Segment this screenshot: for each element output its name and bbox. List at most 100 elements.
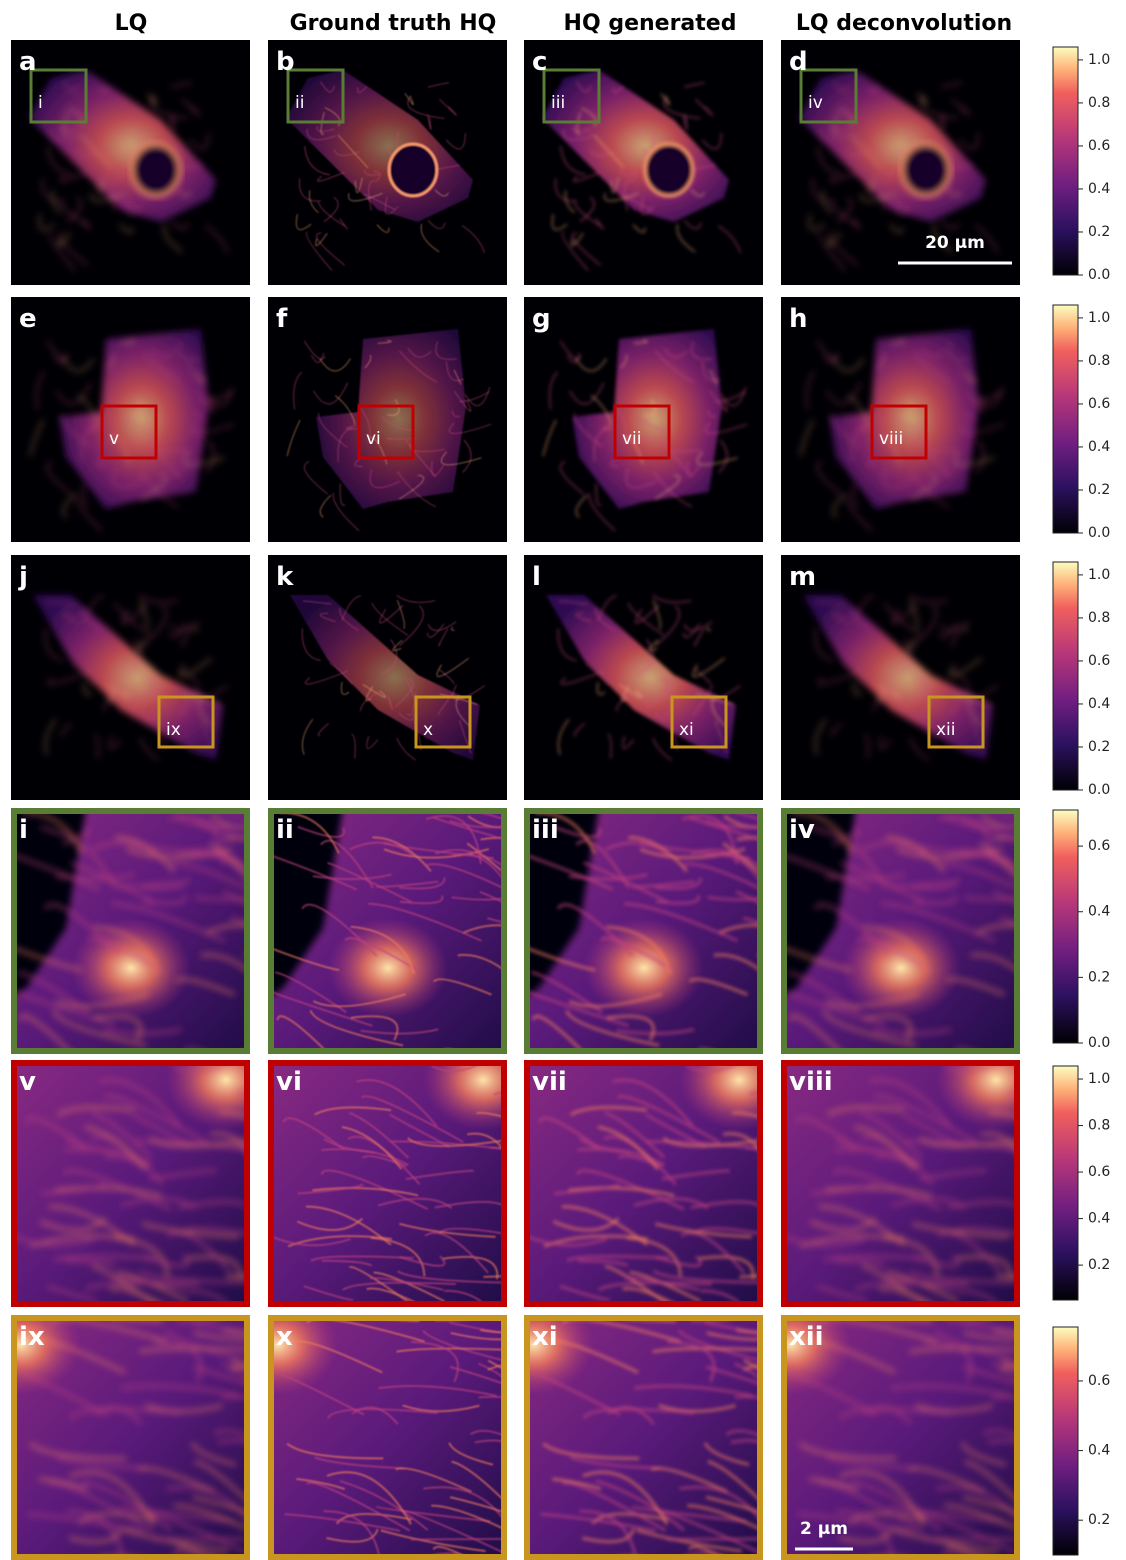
colorbar-tick-label: 0.6 [1088,1164,1110,1180]
image-panel: i [11,40,250,285]
image-panel: xi [524,555,763,800]
panel-label: ii [276,815,294,845]
colorbar-tick-label: 1.0 [1088,1071,1110,1087]
colorbar: 0.2 0.4 0.6 0.8 1.0 [1053,1066,1110,1300]
colorbar-tick-label: 0.6 [1088,1373,1110,1389]
panel-label: j [18,562,28,592]
colorbar-tick-label: 1.0 [1088,310,1110,326]
image-panel [781,805,1096,1100]
roi-label: i [38,93,43,113]
roi-label: vii [622,429,642,449]
image-panel: xii [781,555,1020,800]
colorbar-tick-label: 0.4 [1088,1211,1110,1227]
image-panel: ix [11,555,250,800]
colorbar-tick-label: 0.6 [1088,138,1110,154]
colorbar-tick-label: 0.0 [1088,525,1110,541]
bright-region [71,918,191,1018]
colorbar-tick-label: 0.8 [1088,1118,1110,1134]
panel-label: vii [532,1067,567,1097]
colorbar-gradient [1053,1066,1078,1300]
roi-label: xi [679,720,694,740]
image-panel: vi [268,297,507,542]
panel-label: iii [532,815,559,845]
panel-label: a [19,47,37,77]
fiber [130,438,159,439]
panel-label: xii [789,1322,824,1352]
panel-label: v [19,1067,36,1097]
colorbar-tick-label: 0.4 [1088,181,1110,197]
roi-label: x [423,720,433,740]
fiber [154,1539,273,1540]
colorbar: 0.0 0.2 0.4 0.6 0.8 1.0 [1053,47,1110,283]
fiber [924,1539,1043,1540]
panel-label: i [19,815,28,845]
colorbar-tick-label: 0.0 [1088,1035,1110,1051]
colorbar-gradient [1053,562,1078,790]
panel-row: v e vi f vii g viii h [11,297,1020,542]
nucleus [389,144,437,196]
colorbar-gradient [1053,1327,1078,1555]
colorbar-tick-label: 0.4 [1088,904,1110,920]
nucleus [645,144,693,196]
fiber [667,1539,786,1540]
bright-region [328,918,448,1018]
panel-row: ixxxixii [0,1295,1110,1560]
panel-label: l [532,562,541,592]
colorbar-tick-label: 0.6 [1088,653,1110,669]
panel-row: ixjxkxilxiim [11,555,1020,800]
panel-row: vviviiviii [11,1030,1114,1329]
nucleus [132,144,180,196]
image-panel: vii [524,297,763,542]
roi-label: v [109,429,119,449]
column-header: Ground truth HQ [290,11,497,36]
panel-label: c [532,47,547,77]
panel-label: iv [789,815,815,845]
panel-label: h [789,304,808,334]
roi-label: ix [166,720,181,740]
panel-label: ix [19,1322,45,1352]
panel-label: e [19,304,37,334]
colorbar: 0.00.20.40.6 [1053,810,1110,1051]
roi-label: vi [366,429,381,449]
colorbar-tick-label: 0.4 [1088,696,1110,712]
colorbar: 0.0 0.2 0.4 0.6 0.8 1.0 [1053,562,1110,798]
colorbar-tick-label: 0.2 [1088,224,1110,240]
colorbar-tick-label: 0.8 [1088,95,1110,111]
colorbar-gradient [1053,305,1078,533]
nucleus [902,144,950,196]
colorbar-tick-label: 0.4 [1088,439,1110,455]
colorbar-tick-label: 1.0 [1088,567,1110,583]
roi-label: iii [551,93,565,113]
panel-label: vi [276,1067,302,1097]
column-header: HQ generated [564,11,737,36]
panel-row: iaiibiiicivd [11,40,1020,285]
colorbar-tick-label: 0.8 [1088,353,1110,369]
colorbar-tick-label: 0.2 [1088,482,1110,498]
image-panel: v [11,297,250,542]
colorbar-tick-label: 0.8 [1088,610,1110,626]
roi-label: viii [879,429,903,449]
colorbar-tick-label: 0.2 [1088,1257,1110,1273]
column-headers: LQ Ground truth HQ HQ generated LQ decon… [115,11,1013,36]
figure: LQ Ground truth HQ HQ generated LQ decon… [0,0,1126,1560]
column-header: LQ [115,11,148,36]
image-panel: ii [268,40,507,285]
roi-label: xii [936,720,956,740]
colorbar-tick-label: 0.2 [1088,739,1110,755]
colorbar-gradient [1053,47,1078,275]
panel-label: g [532,304,551,334]
image-panel: iii [524,40,763,285]
colorbar: 0.2 0.4 0.6 [1053,1327,1110,1555]
colorbar-tick-label: 0.0 [1088,267,1110,283]
colorbar-tick-label: 0.0 [1088,782,1110,798]
panel-label: k [276,562,294,592]
bright-region [841,918,961,1018]
colorbar-tick-label: 1.0 [1088,52,1110,68]
panel-label: d [789,47,808,77]
colorbar-tick-label: 0.2 [1088,1512,1110,1528]
roi-label: ii [295,93,304,113]
colorbar-tick-label: 0.4 [1088,1443,1110,1459]
image-panel: x [268,555,507,800]
panel-label: f [276,304,288,334]
colorbar-tick-label: 0.6 [1088,396,1110,412]
